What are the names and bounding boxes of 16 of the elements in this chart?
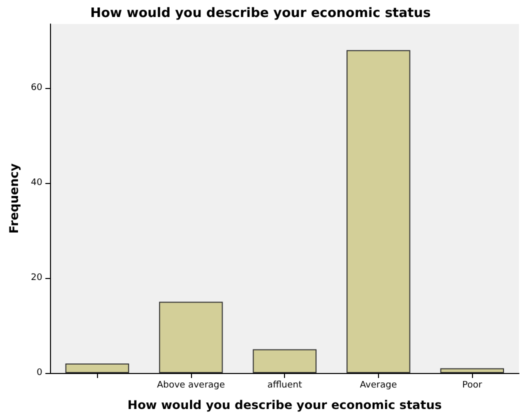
bar [65,364,130,373]
bar [440,368,504,373]
x-tick-label: Average [360,380,398,390]
bar [252,349,317,373]
x-tick-label: affluent [267,380,302,390]
y-tick-label: 60 [30,83,43,94]
x-tick-label: Above average [156,380,226,390]
x-tick-label: Poor [462,380,482,390]
y-axis-title: Frequency [7,163,21,234]
chart-title: How would you describe your economic status [90,6,432,21]
x-axis-title: How would you describe your economic status [128,398,442,412]
bar [159,302,223,373]
y-tick-label: 20 [30,273,43,284]
y-tick-label: 40 [30,178,43,188]
y-tick-label: 0 [36,368,43,378]
bar [346,50,410,373]
